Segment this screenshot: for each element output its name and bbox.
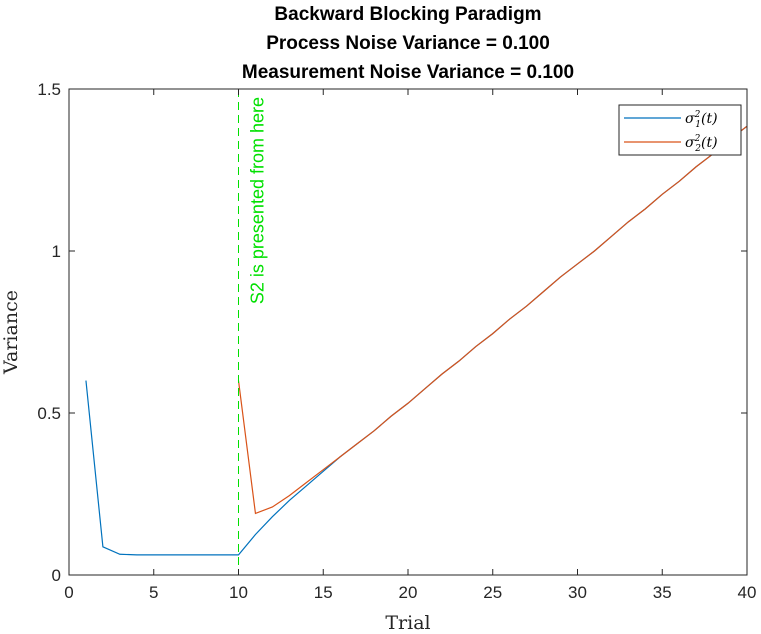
y-tick-label: 0 xyxy=(52,566,61,585)
y-tick-label: 1 xyxy=(52,242,61,261)
series-line-2 xyxy=(237,125,747,515)
plot-area xyxy=(69,89,747,575)
y-axis-label: Variance xyxy=(0,290,22,375)
title-line-3: Measurement Noise Variance = 0.100 xyxy=(242,62,574,83)
series-layer xyxy=(85,125,747,556)
x-tick-label: 30 xyxy=(568,583,587,602)
y-tick-label: 0.5 xyxy=(37,404,61,423)
title-line-2: Process Noise Variance = 0.100 xyxy=(266,33,550,54)
x-tick-label: 15 xyxy=(314,583,333,602)
y-tick-label: 1.5 xyxy=(37,80,61,99)
x-axis-label: Trial xyxy=(385,612,430,634)
annotation-layer: S2 is presented from here xyxy=(238,89,268,575)
chart-title: Backward Blocking Paradigm Process Noise … xyxy=(242,4,574,83)
x-tick-label: 25 xyxy=(483,583,502,602)
legend-box xyxy=(618,104,742,156)
legend-label-1: σ2 1(t) xyxy=(685,110,718,130)
x-tick-label: 35 xyxy=(653,583,672,602)
legend-label-2: σ2 2(t) xyxy=(685,134,718,154)
x-tick-label: 20 xyxy=(399,583,418,602)
x-tick-label: 0 xyxy=(64,583,73,602)
x-tick-label: 5 xyxy=(149,583,158,602)
title-line-1: Backward Blocking Paradigm xyxy=(274,4,541,25)
ticks-layer: 0 5 10 15 20 25 30 35 40 0 0.5 1 1.5 xyxy=(37,80,756,602)
x-tick-label: 40 xyxy=(738,583,757,602)
legend: σ2 1(t) σ2 2(t) xyxy=(618,104,742,156)
x-tick-label: 10 xyxy=(229,583,248,602)
annotation-text: S2 is presented from here xyxy=(248,97,268,304)
